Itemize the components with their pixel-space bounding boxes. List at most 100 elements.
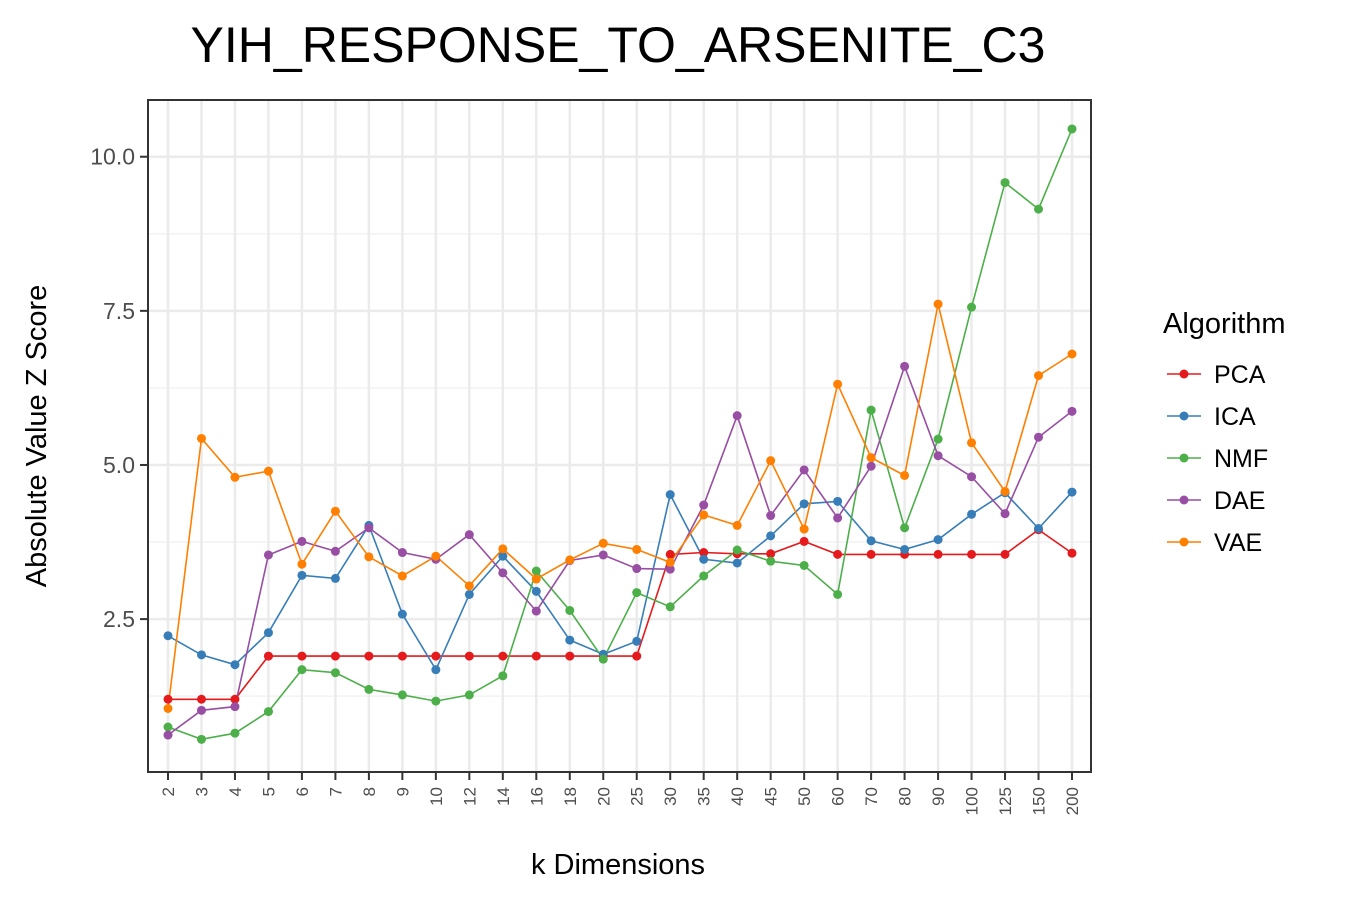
data-point-ica [833, 496, 843, 506]
data-point-dae [263, 550, 273, 560]
x-tick-label: 20 [594, 787, 613, 806]
legend-label-vae: VAE [1214, 529, 1262, 557]
data-point-vae [799, 524, 809, 534]
data-point-nmf [632, 588, 642, 598]
data-point-nmf [833, 589, 843, 599]
data-point-nmf [933, 434, 943, 444]
data-point-dae [732, 411, 742, 421]
data-point-nmf [431, 696, 441, 706]
data-point-nmf [330, 668, 340, 678]
x-tick-label: 35 [695, 787, 714, 806]
data-point-dae [464, 530, 474, 540]
data-point-pca [431, 651, 441, 661]
data-point-ica [431, 665, 441, 675]
x-tick-label: 4 [226, 787, 245, 796]
data-point-ica [230, 660, 240, 670]
legend-title: Algorithm [1163, 308, 1286, 340]
data-point-nmf [498, 671, 508, 681]
data-point-dae [397, 548, 407, 558]
data-point-vae [230, 472, 240, 482]
data-point-ica [1067, 487, 1077, 497]
data-point-nmf [699, 571, 709, 581]
data-point-nmf [900, 523, 910, 533]
series-line-pca [168, 528, 1073, 701]
data-point-pca [397, 651, 407, 661]
data-point-ica [1034, 523, 1044, 533]
data-point-nmf [565, 605, 575, 615]
data-point-vae [1034, 371, 1044, 381]
x-tick-label: 80 [896, 787, 915, 806]
data-point-dae [766, 511, 776, 521]
x-tick-label: 200 [1063, 787, 1082, 815]
data-point-vae [632, 544, 642, 554]
data-point-nmf [799, 560, 809, 570]
data-point-vae [163, 703, 173, 713]
data-point-nmf [732, 545, 742, 555]
data-point-nmf [464, 690, 474, 700]
data-point-nmf [531, 566, 541, 576]
x-tick-label: 30 [661, 787, 680, 806]
data-point-vae [933, 299, 943, 309]
data-point-pca [364, 651, 374, 661]
data-point-vae [364, 552, 374, 562]
x-tick-label: 14 [494, 787, 513, 806]
data-point-pca [498, 651, 508, 661]
data-point-pca [163, 694, 173, 704]
x-tick-label: 150 [1030, 787, 1049, 815]
data-point-vae [1000, 486, 1010, 496]
y-tick-label: 7.5 [103, 298, 135, 324]
data-point-pca [263, 651, 273, 661]
series-points [163, 124, 1077, 744]
chart-title: YIH_RESPONSE_TO_ARSENITE_C3 [191, 17, 1046, 73]
data-point-vae [766, 456, 776, 466]
data-point-dae [967, 472, 977, 482]
y-tick-label: 2.5 [103, 606, 135, 632]
data-point-dae [297, 536, 307, 546]
data-point-ica [900, 544, 910, 554]
x-tick-label: 125 [996, 787, 1015, 815]
data-point-dae [1000, 509, 1010, 519]
data-point-dae [1034, 432, 1044, 442]
data-point-pca [967, 549, 977, 559]
data-point-pca [699, 548, 709, 558]
data-point-dae [598, 550, 608, 560]
data-point-vae [464, 581, 474, 591]
data-point-dae [665, 564, 675, 574]
data-point-dae [799, 465, 809, 475]
data-point-nmf [196, 734, 206, 744]
data-point-nmf [1000, 178, 1010, 188]
data-point-nmf [1034, 204, 1044, 214]
plot-border [147, 99, 1092, 773]
data-point-ica [866, 536, 876, 546]
x-tick-label: 90 [929, 787, 948, 806]
x-tick-label: 40 [728, 787, 747, 806]
data-point-ica [531, 586, 541, 596]
data-point-pca [297, 651, 307, 661]
x-tick-label: 12 [460, 787, 479, 806]
data-point-ica [665, 490, 675, 500]
data-point-pca [866, 549, 876, 559]
data-point-vae [732, 520, 742, 530]
data-point-dae [196, 705, 206, 715]
y-tick-label: 5.0 [103, 452, 135, 478]
x-tick-label: 9 [393, 787, 412, 796]
data-point-vae [431, 551, 441, 561]
data-point-pca [833, 549, 843, 559]
data-point-dae [498, 568, 508, 578]
series-lines [167, 128, 1073, 741]
data-point-vae [900, 470, 910, 480]
legend-key-point [1179, 453, 1189, 463]
data-point-vae [531, 574, 541, 584]
x-tick-label: 3 [192, 787, 211, 796]
data-point-dae [230, 702, 240, 712]
data-point-pca [230, 694, 240, 704]
data-point-pca [933, 549, 943, 559]
data-point-dae [632, 564, 642, 574]
legend-label-dae: DAE [1214, 487, 1265, 515]
data-point-ica [163, 631, 173, 641]
data-point-nmf [263, 707, 273, 717]
x-tick-label: 8 [360, 787, 379, 796]
data-point-vae [967, 438, 977, 448]
data-point-vae [397, 571, 407, 581]
data-point-vae [598, 538, 608, 548]
